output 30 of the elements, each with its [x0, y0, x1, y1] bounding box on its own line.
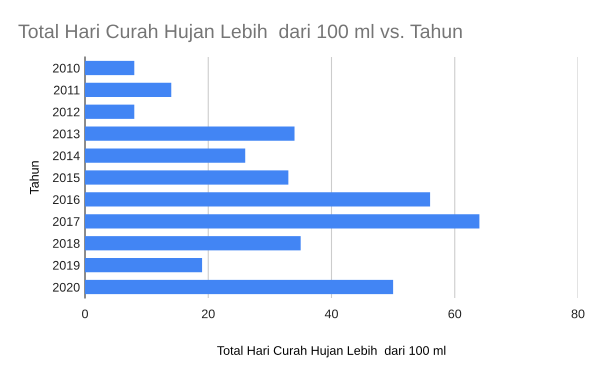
- y-tick-label: 2015: [52, 173, 80, 182]
- y-tick-label: 2010: [52, 64, 80, 73]
- bar: [85, 170, 288, 185]
- x-tick-label: 20: [202, 309, 215, 318]
- x-axis-title: Total Hari Curah Hujan Lebih dari 100 ml: [217, 346, 446, 358]
- x-tick-label: 80: [572, 309, 584, 318]
- y-tick-label: 2016: [52, 195, 80, 204]
- x-tick-label: 40: [324, 309, 338, 318]
- bar: [85, 258, 202, 272]
- y-tick-label: 2020: [52, 282, 80, 292]
- x-tick-label: 0: [82, 309, 88, 318]
- bar: [85, 60, 134, 76]
- y-tick-label: 2013: [52, 129, 80, 138]
- bar: [85, 280, 394, 294]
- bar: [85, 82, 172, 97]
- y-tick-label: 2018: [52, 239, 80, 248]
- y-tick-label: 2014: [52, 151, 80, 160]
- bar: [85, 126, 295, 141]
- bar: [85, 148, 246, 163]
- chart-title: Total Hari Curah Hujan Lebih dari 100 ml vs. Tahun: [18, 24, 462, 42]
- bar: [85, 214, 480, 228]
- y-tick-label: 2012: [52, 108, 80, 116]
- bar: [85, 236, 301, 250]
- y-tick-label: 2019: [52, 260, 80, 270]
- y-tick-label: 2011: [54, 86, 80, 95]
- y-tick-label: 2017: [52, 217, 80, 226]
- bar: [85, 104, 134, 119]
- x-tick-label: 60: [448, 309, 462, 318]
- y-axis-title: Tahun: [30, 161, 39, 194]
- bar: [85, 192, 430, 207]
